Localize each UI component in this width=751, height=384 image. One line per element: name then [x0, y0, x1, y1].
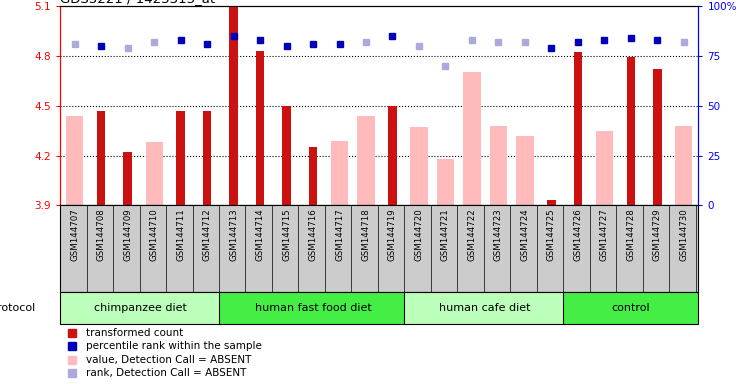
Bar — [410, 127, 427, 205]
Bar — [123, 152, 132, 205]
Bar — [574, 52, 582, 205]
Bar — [309, 147, 317, 205]
Bar — [176, 111, 185, 205]
Bar — [675, 126, 692, 205]
Text: GSM144727: GSM144727 — [600, 208, 609, 261]
Text: GSM144714: GSM144714 — [255, 208, 264, 261]
Bar — [547, 200, 556, 205]
Bar — [282, 106, 291, 205]
Text: GSM144729: GSM144729 — [653, 208, 662, 261]
Text: GSM144730: GSM144730 — [680, 208, 689, 261]
Text: GSM144710: GSM144710 — [149, 208, 158, 261]
Bar — [463, 72, 481, 205]
Text: GSM144711: GSM144711 — [176, 208, 185, 261]
Text: percentile rank within the sample: percentile rank within the sample — [86, 341, 261, 351]
Text: GSM144709: GSM144709 — [123, 208, 132, 261]
Text: GSM144720: GSM144720 — [415, 208, 424, 261]
Bar — [256, 51, 264, 205]
Text: GSM144719: GSM144719 — [388, 208, 397, 261]
Bar — [66, 116, 83, 205]
Text: value, Detection Call = ABSENT: value, Detection Call = ABSENT — [86, 355, 251, 365]
Text: GSM144722: GSM144722 — [467, 208, 476, 261]
Bar — [490, 126, 507, 205]
Text: GSM144718: GSM144718 — [361, 208, 370, 261]
Bar — [229, 7, 238, 205]
Bar — [405, 292, 566, 324]
Text: GSM144726: GSM144726 — [574, 208, 583, 261]
Text: GSM144712: GSM144712 — [203, 208, 212, 261]
Bar — [517, 136, 533, 205]
Bar — [437, 159, 454, 205]
Text: human fast food diet: human fast food diet — [255, 303, 372, 313]
Text: GSM144707: GSM144707 — [70, 208, 79, 261]
Text: chimpanzee diet: chimpanzee diet — [95, 303, 187, 313]
Bar — [596, 131, 613, 205]
Text: GSM144717: GSM144717 — [335, 208, 344, 261]
Bar — [97, 111, 105, 205]
Text: GSM144716: GSM144716 — [309, 208, 318, 261]
Text: control: control — [611, 303, 650, 313]
Bar — [563, 292, 698, 324]
Text: GSM144728: GSM144728 — [626, 208, 635, 261]
Text: human cafe diet: human cafe diet — [439, 303, 531, 313]
Text: GSM144723: GSM144723 — [494, 208, 503, 261]
Text: GSM144725: GSM144725 — [547, 208, 556, 261]
Text: GSM144721: GSM144721 — [441, 208, 450, 261]
Bar — [219, 292, 407, 324]
Bar — [357, 116, 375, 205]
Text: GSM144713: GSM144713 — [229, 208, 238, 261]
Bar — [331, 141, 348, 205]
Bar — [653, 69, 662, 205]
Text: protocol: protocol — [0, 303, 35, 313]
Bar — [146, 142, 163, 205]
Text: GDS3221 / 1423315_at: GDS3221 / 1423315_at — [60, 0, 216, 5]
Bar — [203, 111, 211, 205]
Bar — [60, 292, 222, 324]
Bar — [626, 57, 635, 205]
Bar — [388, 106, 397, 205]
Text: GSM144708: GSM144708 — [97, 208, 106, 261]
Text: GSM144724: GSM144724 — [520, 208, 529, 261]
Text: transformed count: transformed count — [86, 328, 182, 338]
Text: rank, Detection Call = ABSENT: rank, Detection Call = ABSENT — [86, 368, 246, 378]
Text: GSM144715: GSM144715 — [282, 208, 291, 261]
